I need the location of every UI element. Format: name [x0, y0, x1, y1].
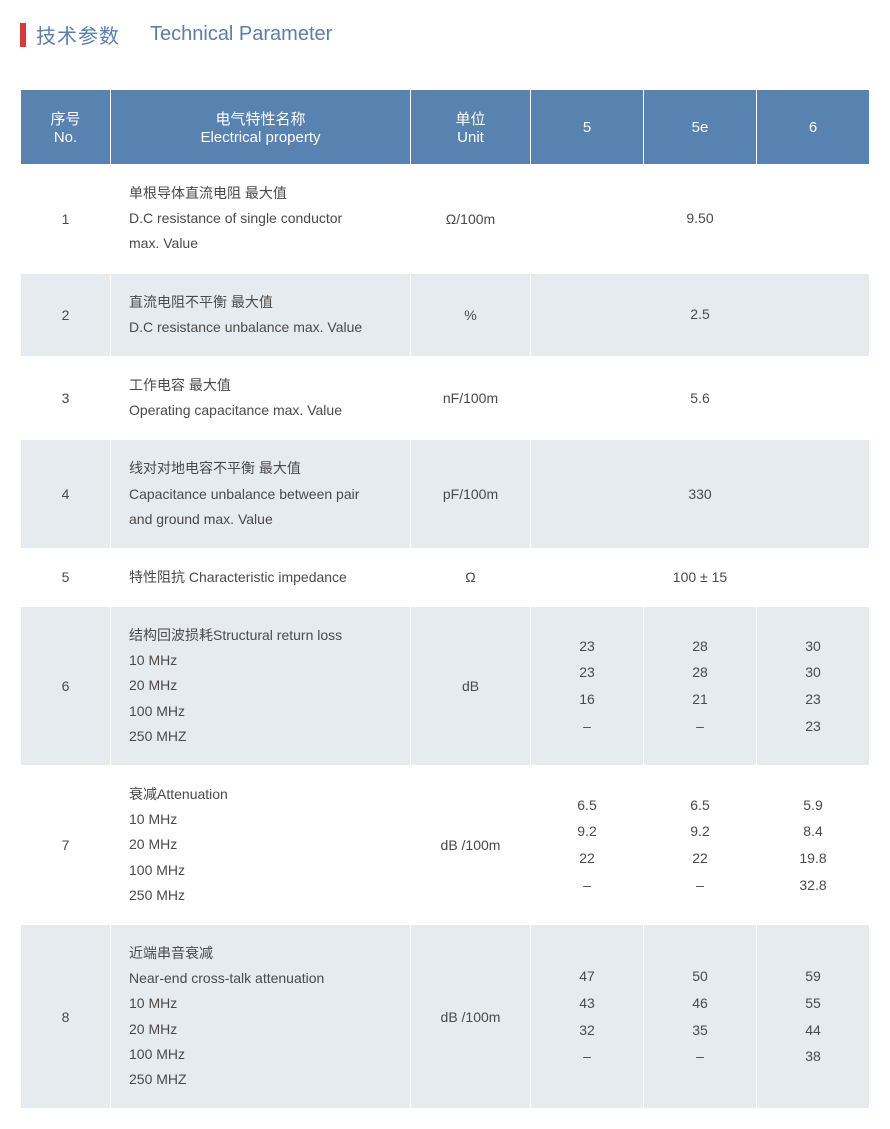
cell-value-merged: 5.6 [531, 356, 870, 439]
cell-value-c5e: 50 46 35 – [644, 924, 757, 1108]
cell-property: 线对对地电容不平衡 最大值 Capacitance unbalance betw… [111, 440, 411, 549]
cell-unit: Ω [411, 548, 531, 606]
cell-no: 8 [21, 924, 111, 1108]
col-header-6: 6 [757, 90, 870, 165]
col-header-no-en: No. [29, 129, 102, 146]
cell-unit: Ω/100m [411, 165, 531, 274]
col-header-prop-cn: 电气特性名称 [215, 111, 305, 128]
parameter-table: 序号 No. 电气特性名称 Electrical property 单位 Uni… [20, 89, 870, 1109]
col-header-no: 序号 No. [21, 90, 111, 165]
cell-no: 1 [21, 165, 111, 274]
col-header-5e: 5e [644, 90, 757, 165]
cell-no: 5 [21, 548, 111, 606]
cell-value-merged: 9.50 [531, 165, 870, 274]
col-header-prop-en: Electrical property [119, 129, 402, 146]
section-title: 技术参数 Technical Parameter [20, 20, 870, 49]
cell-property: 直流电阻不平衡 最大值 D.C resistance unbalance max… [111, 273, 411, 356]
table-row: 4线对对地电容不平衡 最大值 Capacitance unbalance bet… [21, 440, 870, 549]
table-row: 8近端串音衰减 Near-end cross-talk attenuation … [21, 924, 870, 1108]
table-row: 2直流电阻不平衡 最大值 D.C resistance unbalance ma… [21, 273, 870, 356]
accent-bar [20, 23, 26, 47]
table-row: 7衰减Attenuation 10 MHz 20 MHz 100 MHz 250… [21, 766, 870, 925]
cell-value-c5: 6.5 9.2 22 – [531, 766, 644, 925]
col-header-5: 5 [531, 90, 644, 165]
col-header-no-cn: 序号 [50, 111, 80, 128]
cell-no: 3 [21, 356, 111, 439]
cell-property: 工作电容 最大值 Operating capacitance max. Valu… [111, 356, 411, 439]
cell-property: 衰减Attenuation 10 MHz 20 MHz 100 MHz 250 … [111, 766, 411, 925]
table-row: 5特性阻抗 Characteristic impedanceΩ100 ± 15 [21, 548, 870, 606]
cell-value-c5: 23 23 16 – [531, 607, 644, 766]
col-header-unit-en: Unit [419, 129, 522, 146]
cell-unit: dB /100m [411, 766, 531, 925]
cell-value-merged: 330 [531, 440, 870, 549]
col-header-unit-cn: 单位 [455, 111, 485, 128]
table-row: 1单根导体直流电阻 最大值 D.C resistance of single c… [21, 165, 870, 274]
cell-property: 近端串音衰减 Near-end cross-talk attenuation 1… [111, 924, 411, 1108]
cell-no: 4 [21, 440, 111, 549]
cell-unit: pF/100m [411, 440, 531, 549]
cell-property: 结构回波损耗Structural return loss 10 MHz 20 M… [111, 607, 411, 766]
cell-no: 2 [21, 273, 111, 356]
cell-property: 单根导体直流电阻 最大值 D.C resistance of single co… [111, 165, 411, 274]
col-header-prop: 电气特性名称 Electrical property [111, 90, 411, 165]
cell-value-c5e: 28 28 21 – [644, 607, 757, 766]
col-header-unit: 单位 Unit [411, 90, 531, 165]
cell-value-c5: 47 43 32 – [531, 924, 644, 1108]
cell-value-c6: 30 30 23 23 [757, 607, 870, 766]
title-cn: 技术参数 [36, 20, 120, 49]
cell-value-c5e: 6.5 9.2 22 – [644, 766, 757, 925]
cell-value-c6: 59 55 44 38 [757, 924, 870, 1108]
cell-unit: % [411, 273, 531, 356]
table-row: 3工作电容 最大值 Operating capacitance max. Val… [21, 356, 870, 439]
table-row: 6结构回波损耗Structural return loss 10 MHz 20 … [21, 607, 870, 766]
cell-value-merged: 100 ± 15 [531, 548, 870, 606]
table-header-row: 序号 No. 电气特性名称 Electrical property 单位 Uni… [21, 90, 870, 165]
cell-value-c6: 5.9 8.4 19.8 32.8 [757, 766, 870, 925]
cell-unit: dB [411, 607, 531, 766]
cell-no: 6 [21, 607, 111, 766]
cell-unit: nF/100m [411, 356, 531, 439]
cell-unit: dB /100m [411, 924, 531, 1108]
cell-no: 7 [21, 766, 111, 925]
cell-property: 特性阻抗 Characteristic impedance [111, 548, 411, 606]
cell-value-merged: 2.5 [531, 273, 870, 356]
title-en: Technical Parameter [150, 23, 332, 46]
